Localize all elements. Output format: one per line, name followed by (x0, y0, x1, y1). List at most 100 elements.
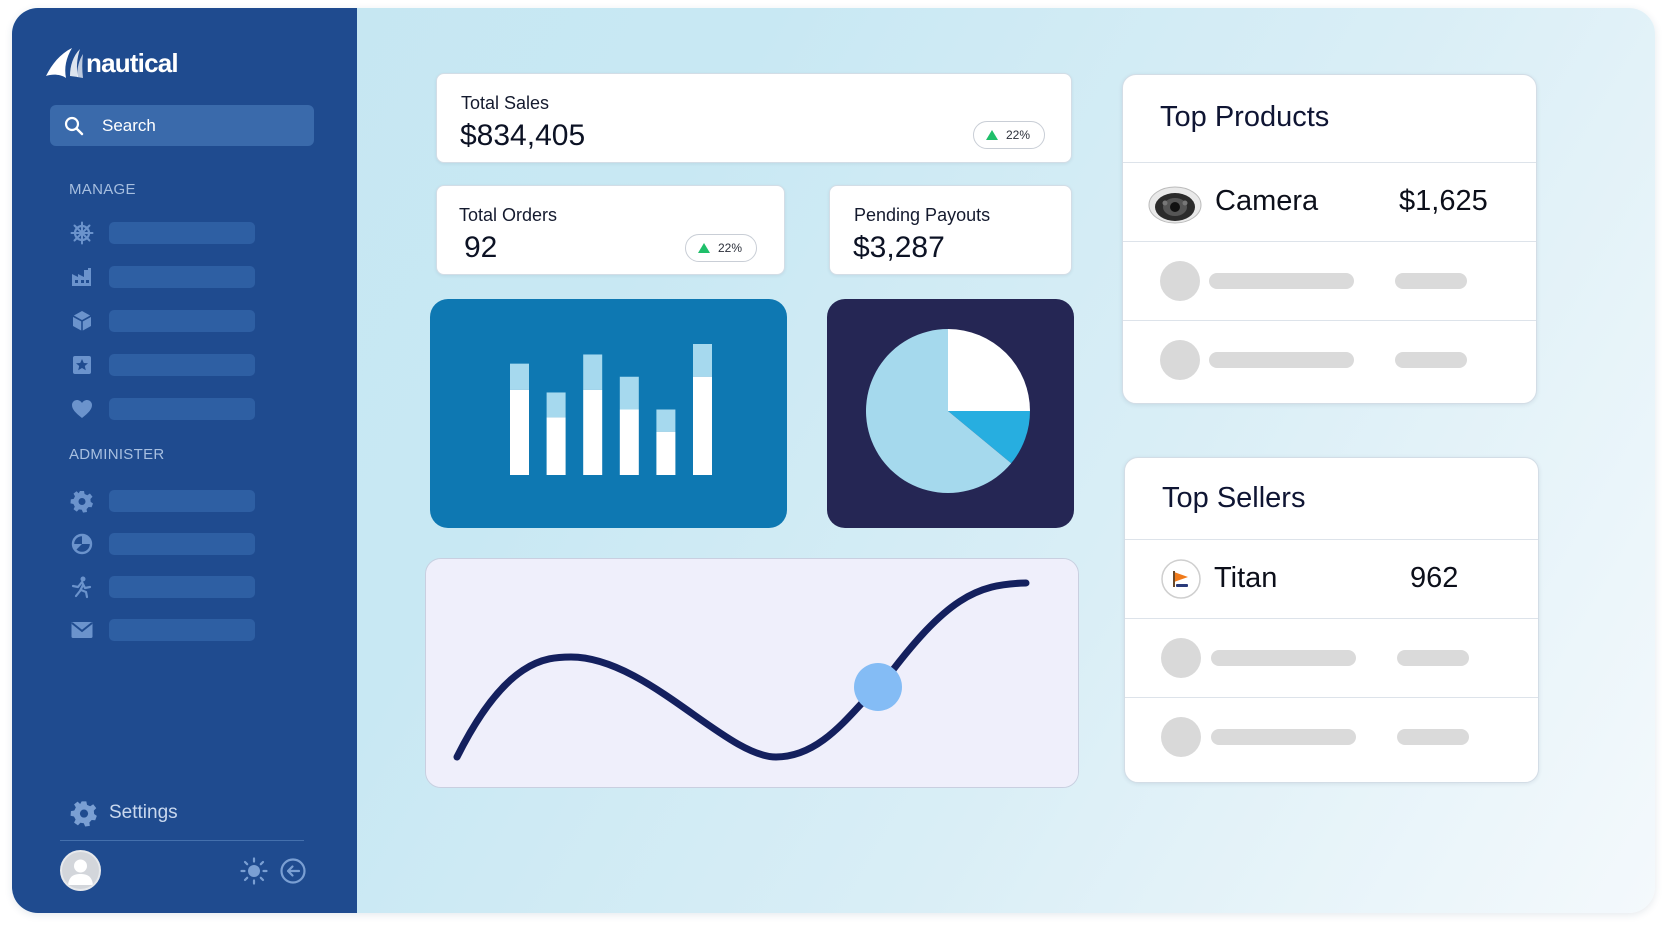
sidebar-item-manage-5[interactable] (70, 398, 260, 420)
sidebar-item-administer-4[interactable] (70, 619, 260, 641)
search-placeholder: Search (102, 115, 156, 135)
total-orders-change: 22% (718, 241, 743, 255)
sidebar: nautical Search MANAGE (12, 8, 357, 913)
gear-icon (70, 801, 97, 827)
mail-icon (70, 618, 94, 642)
settings-label: Settings (109, 802, 178, 823)
camera-icon (1148, 186, 1202, 224)
bar-chart-card[interactable] (430, 299, 787, 528)
bar-cap (583, 354, 603, 390)
product-name: Camera (1215, 185, 1319, 217)
bar-cap (546, 392, 566, 418)
list-item[interactable]: Camera $1,625 (1123, 162, 1536, 241)
pie-slice (948, 329, 1030, 411)
placeholder-name (1211, 650, 1356, 666)
sidebar-item-manage-3[interactable] (70, 310, 260, 332)
placeholder-name (1209, 352, 1354, 368)
nav-label-placeholder (109, 576, 255, 598)
brand-name: nautical (86, 47, 179, 78)
top-sellers-card: Top Sellers Titan 962 (1124, 457, 1539, 783)
total-sales-change-badge: 22% (973, 121, 1046, 149)
box-icon (70, 309, 94, 333)
total-orders-label: Total Orders (459, 205, 558, 225)
ship-wheel-icon (70, 221, 94, 245)
nav-label-placeholder (109, 222, 255, 244)
total-orders-value: 92 (464, 231, 498, 264)
placeholder-name (1211, 729, 1356, 745)
product-value: $1,625 (1399, 185, 1488, 217)
section-label-manage: MANAGE (69, 181, 136, 198)
pie-chart-icon (70, 532, 94, 556)
pie-chart-card[interactable] (827, 299, 1074, 528)
bar-cap (693, 344, 712, 377)
bar (583, 389, 603, 475)
sidebar-divider (60, 840, 304, 841)
bar-cap (619, 376, 639, 410)
user-icon (68, 859, 93, 885)
settings-link[interactable]: Settings (70, 799, 178, 827)
avatar[interactable] (60, 850, 101, 891)
bar (619, 409, 639, 475)
bar-cap (656, 409, 676, 432)
list-item-placeholder (1123, 320, 1536, 403)
total-sales-change: 22% (1006, 128, 1031, 142)
pending-payouts-card[interactable]: Pending Payouts $3,287 (829, 185, 1072, 275)
brand-logo[interactable]: nautical (42, 46, 179, 80)
search-input[interactable]: Search (50, 105, 314, 146)
pending-payouts-label: Pending Payouts (854, 205, 991, 225)
placeholder-avatar (1161, 638, 1201, 678)
person-run-icon (70, 575, 94, 599)
placeholder-value (1397, 729, 1469, 745)
pending-payouts-value: $3,287 (853, 231, 945, 264)
up-arrow-icon (698, 243, 710, 253)
placeholder-value (1397, 650, 1469, 666)
nav-label-placeholder (109, 398, 255, 420)
sidebar-item-manage-2[interactable] (70, 266, 260, 288)
bar (693, 376, 712, 475)
bar (546, 417, 566, 475)
total-orders-change-badge: 22% (685, 234, 758, 262)
list-item-placeholder (1123, 241, 1536, 320)
sidebar-item-administer-3[interactable] (70, 575, 260, 599)
sidebar-item-manage-1[interactable] (70, 221, 260, 245)
collapse-arrow-icon[interactable] (279, 857, 307, 885)
sun-icon[interactable] (240, 857, 268, 885)
line-marker-point (854, 663, 902, 711)
list-item[interactable]: Titan 962 (1125, 539, 1538, 618)
line-series (453, 579, 1030, 761)
factory-icon (70, 265, 94, 289)
bar-chart (430, 299, 787, 528)
section-label-administer: ADMINISTER (69, 446, 165, 463)
placeholder-value (1395, 352, 1467, 368)
placeholder-name (1209, 273, 1354, 289)
bar (510, 389, 529, 475)
placeholder-avatar (1161, 717, 1201, 757)
cog-icon (70, 489, 94, 513)
placeholder-avatar (1160, 261, 1200, 301)
pie-slice (948, 411, 1030, 464)
pie-chart (827, 299, 1074, 528)
placeholder-avatar (1160, 340, 1200, 380)
bar-chart-background (430, 299, 787, 528)
bar (656, 431, 676, 475)
line-chart (426, 559, 1078, 787)
star-badge-icon (70, 353, 94, 377)
sidebar-item-manage-4[interactable] (70, 354, 260, 376)
top-products-card: Top Products Camera $1,625 (1122, 74, 1537, 404)
top-sellers-title: Top Sellers (1162, 482, 1306, 514)
up-arrow-icon (986, 130, 998, 140)
sidebar-item-administer-2[interactable] (70, 533, 260, 555)
list-item-placeholder (1125, 697, 1538, 782)
nav-label-placeholder (109, 266, 255, 288)
seller-value: 962 (1410, 562, 1459, 594)
search-icon (64, 116, 84, 135)
line-chart-card[interactable] (425, 558, 1079, 788)
nav-label-placeholder (109, 490, 255, 512)
top-products-title: Top Products (1160, 101, 1330, 133)
bar-cap (510, 363, 529, 390)
total-sales-card[interactable]: Total Sales $834,405 22% (436, 73, 1072, 163)
total-orders-card[interactable]: Total Orders 92 22% (436, 185, 785, 275)
total-sales-value: $834,405 (460, 119, 586, 152)
list-item-placeholder (1125, 618, 1538, 697)
sidebar-item-administer-1[interactable] (70, 489, 260, 513)
